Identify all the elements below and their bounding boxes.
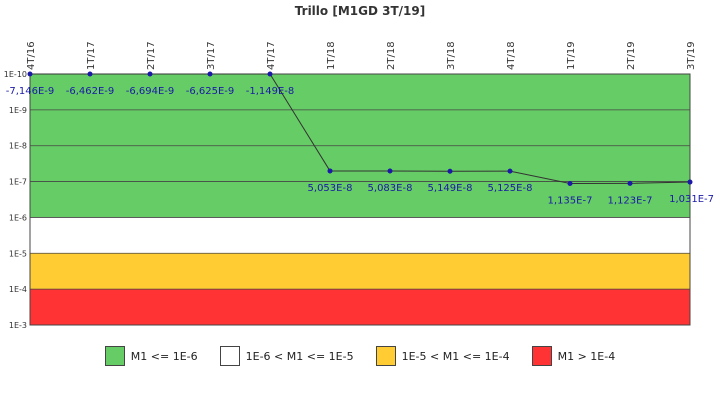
risk-band-4: [30, 289, 690, 325]
data-label: 5,053E-8: [308, 183, 353, 194]
data-label: -6,462E-9: [66, 86, 115, 97]
y-tick-label: 1E-9: [9, 106, 27, 115]
legend-item-band-2: 1E-6 < M1 <= 1E-5: [219, 346, 354, 366]
x-tick-label: 3T/18: [446, 41, 457, 70]
x-tick-label: 4T/18: [506, 41, 517, 70]
x-tick-label: 2T/18: [386, 41, 397, 70]
data-point: [267, 71, 273, 77]
data-label: 5,149E-8: [428, 183, 473, 194]
legend-swatch-white: [219, 346, 240, 366]
data-point: [687, 179, 693, 185]
x-tick-label: 4T/17: [266, 41, 277, 70]
y-tick-label: 1E-8: [9, 142, 27, 151]
chart-title: Trillo [M1GD 3T/19]: [295, 4, 425, 18]
legend-label: 1E-6 < M1 <= 1E-5: [245, 349, 354, 363]
data-label: 1,135E-7: [548, 196, 593, 207]
data-point: [207, 71, 213, 77]
legend-label: M1 > 1E-4: [557, 349, 616, 363]
y-tick-label: 1E-10: [4, 70, 27, 79]
series-line: [30, 73, 691, 185]
legend-label: M1 <= 1E-6: [130, 349, 198, 363]
data-label: -7,146E-9: [6, 86, 55, 97]
data-point: [567, 181, 573, 187]
legend-swatch-green: [104, 346, 125, 366]
data-point: [447, 168, 453, 174]
data-point: [387, 168, 393, 174]
y-tick-label: 1E-7: [9, 178, 27, 187]
data-label: 1,123E-7: [608, 195, 653, 206]
y-tick-label: 1E-6: [9, 213, 27, 222]
x-tick-label: 1T/19: [566, 41, 577, 70]
legend-swatch-yellow: [375, 346, 396, 366]
risk-band-3: [30, 253, 690, 290]
x-tick-label: 3T/19: [686, 41, 697, 70]
y-tick-label: 1E-3: [9, 321, 27, 330]
data-label: -1,149E-8: [246, 86, 295, 97]
x-tick-label: 1T/17: [86, 41, 97, 70]
data-point: [87, 71, 93, 77]
plot-frame: [29, 73, 691, 326]
data-label: 1,031E-7: [669, 194, 714, 205]
legend: M1 <= 1E-6 1E-6 < M1 <= 1E-5 1E-5 < M1 <…: [0, 344, 720, 368]
data-point: [327, 168, 333, 174]
data-label: 5,083E-8: [368, 183, 413, 194]
data-point: [27, 71, 33, 77]
x-tick-label: 2T/19: [626, 41, 637, 70]
y-tick-label: 1E-5: [9, 249, 27, 258]
legend-label: 1E-5 < M1 <= 1E-4: [401, 349, 510, 363]
x-tick-label: 2T/17: [146, 41, 157, 70]
x-tick-label: 1T/18: [326, 41, 337, 70]
data-point: [507, 168, 513, 174]
data-label: 5,125E-8: [488, 183, 533, 194]
x-tick-label: 4T/16: [26, 41, 37, 70]
y-tick-label: 1E-4: [9, 285, 27, 294]
legend-item-band-4: M1 > 1E-4: [531, 346, 616, 366]
risk-band-2: [30, 217, 690, 254]
data-label: -6,694E-9: [126, 86, 175, 97]
x-tick-label: 3T/17: [206, 41, 217, 70]
legend-item-band-3: 1E-5 < M1 <= 1E-4: [375, 346, 510, 366]
data-point: [147, 71, 153, 77]
legend-item-band-1: M1 <= 1E-6: [104, 346, 198, 366]
data-label: -6,625E-9: [186, 86, 235, 97]
data-point: [627, 180, 633, 186]
legend-swatch-red: [531, 346, 552, 366]
